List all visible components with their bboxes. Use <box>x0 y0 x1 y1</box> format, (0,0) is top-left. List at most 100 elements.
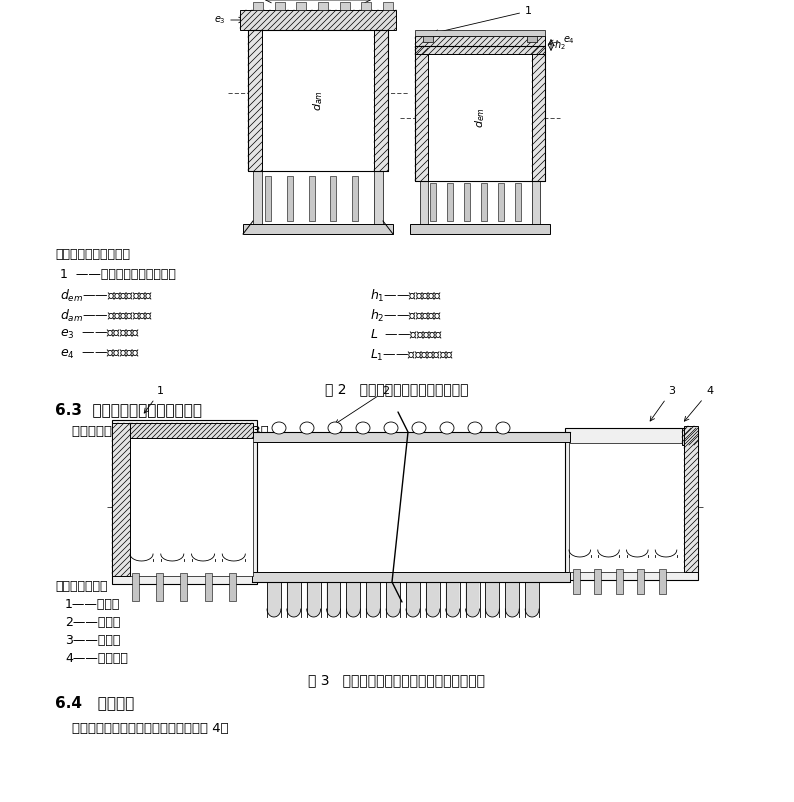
Bar <box>309 176 314 221</box>
Text: $d_{am}$: $d_{am}$ <box>311 90 325 111</box>
Bar <box>684 426 698 572</box>
Text: $e_4$  ——插口壁厚；: $e_4$ ——插口壁厚； <box>60 348 140 361</box>
Bar <box>243 224 393 234</box>
Text: $e_3$  ——承口壁厚；: $e_3$ ——承口壁厚； <box>60 328 140 341</box>
Bar <box>205 573 211 601</box>
Text: 2: 2 <box>335 386 389 424</box>
Bar <box>532 46 545 181</box>
Bar <box>287 176 293 221</box>
Bar <box>532 178 540 226</box>
Text: 1: 1 <box>434 6 532 34</box>
Bar <box>374 30 388 171</box>
Text: 6.4   连接方法: 6.4 连接方法 <box>55 695 134 710</box>
Polygon shape <box>485 582 499 617</box>
Bar <box>252 432 570 442</box>
Bar <box>420 178 428 226</box>
Text: 1——承口；: 1——承口； <box>65 598 121 611</box>
Bar <box>595 569 601 594</box>
Bar <box>248 30 262 171</box>
Bar <box>253 171 262 226</box>
Bar <box>353 176 358 221</box>
Bar <box>330 176 337 221</box>
Text: 4: 4 <box>684 386 713 421</box>
Ellipse shape <box>300 422 314 434</box>
Text: 图 3   锁止防脱波形聚乙烯缠绕管结构示意图: 图 3 锁止防脱波形聚乙烯缠绕管结构示意图 <box>309 673 485 687</box>
Bar <box>658 569 665 594</box>
Polygon shape <box>287 582 301 617</box>
Bar <box>156 573 164 601</box>
Text: 4——密封槽。: 4——密封槽。 <box>65 652 128 665</box>
Ellipse shape <box>272 422 286 434</box>
Bar <box>569 443 684 572</box>
Text: $d_{em}$——插口平均外径；: $d_{em}$——插口平均外径； <box>60 288 153 304</box>
Polygon shape <box>326 582 341 617</box>
Bar <box>415 30 545 36</box>
Bar <box>296 2 306 10</box>
Bar <box>498 183 504 221</box>
Text: 锁止防脱波形聚乙烯缠绕管结构示意图，可参照图 3。: 锁止防脱波形聚乙烯缠绕管结构示意图，可参照图 3。 <box>55 425 268 438</box>
Bar <box>447 183 453 221</box>
Text: 图 2   锁止防脱管道接口结构示意图: 图 2 锁止防脱管道接口结构示意图 <box>326 382 468 396</box>
Text: 1: 1 <box>145 386 164 413</box>
Bar <box>252 442 570 572</box>
Text: 6.3  锁止防脱波形聚乙烯缠绕管: 6.3 锁止防脱波形聚乙烯缠绕管 <box>55 402 202 417</box>
Text: $e_3$: $e_3$ <box>214 14 226 26</box>
Bar <box>638 569 644 594</box>
Bar <box>318 2 328 10</box>
Bar <box>410 224 550 234</box>
Bar <box>428 54 532 181</box>
Bar <box>265 176 271 221</box>
Bar <box>340 2 349 10</box>
Bar <box>573 569 580 594</box>
Text: $L_1$——承口有效长度。: $L_1$——承口有效长度。 <box>370 348 454 363</box>
Ellipse shape <box>496 422 510 434</box>
Bar <box>240 10 396 30</box>
Bar <box>415 46 545 181</box>
Ellipse shape <box>356 422 370 434</box>
Bar <box>253 2 263 10</box>
Text: 标引序号说明：: 标引序号说明： <box>55 580 107 593</box>
Polygon shape <box>445 582 460 617</box>
Bar <box>180 573 187 601</box>
Ellipse shape <box>384 422 398 434</box>
Bar <box>112 420 257 584</box>
Bar <box>130 438 253 576</box>
Bar <box>132 573 139 601</box>
Polygon shape <box>346 582 360 617</box>
Polygon shape <box>426 582 440 617</box>
Text: $d_{am}$——承口平均内径；: $d_{am}$——承口平均内径； <box>60 308 153 324</box>
Bar <box>423 36 433 42</box>
Bar <box>130 423 253 438</box>
Bar <box>464 183 470 221</box>
Bar <box>415 36 545 54</box>
Text: $L$  ——承口长度；: $L$ ——承口长度； <box>370 328 443 342</box>
Bar <box>262 30 374 171</box>
Bar <box>415 46 428 181</box>
Bar <box>248 30 388 171</box>
Ellipse shape <box>412 422 426 434</box>
Text: $d_{em}$: $d_{em}$ <box>473 107 487 128</box>
Text: $e_4$: $e_4$ <box>563 34 575 46</box>
Bar <box>682 428 698 445</box>
Ellipse shape <box>328 422 342 434</box>
Polygon shape <box>525 582 539 617</box>
Bar <box>383 2 393 10</box>
Bar <box>565 428 698 580</box>
Polygon shape <box>406 582 420 617</box>
Polygon shape <box>366 582 380 617</box>
Text: $h_2$——凸台高度；: $h_2$——凸台高度； <box>370 308 442 324</box>
Polygon shape <box>386 582 400 617</box>
Polygon shape <box>306 582 321 617</box>
Text: 管道采用锁止防脱接口连接，可参照图 4。: 管道采用锁止防脱接口连接，可参照图 4。 <box>55 722 229 735</box>
Bar <box>112 423 130 576</box>
Text: 2——管体；: 2——管体； <box>65 616 121 629</box>
Bar <box>481 183 487 221</box>
Polygon shape <box>505 582 519 617</box>
Ellipse shape <box>440 422 454 434</box>
Text: 3——插口；: 3——插口； <box>65 634 121 647</box>
Text: $h_1$——卡台高度；: $h_1$——卡台高度； <box>370 288 442 304</box>
Text: 标引序号和符号说明：: 标引序号和符号说明： <box>55 248 130 261</box>
Bar <box>430 183 436 221</box>
Polygon shape <box>267 582 281 617</box>
Text: 3: 3 <box>650 386 675 421</box>
